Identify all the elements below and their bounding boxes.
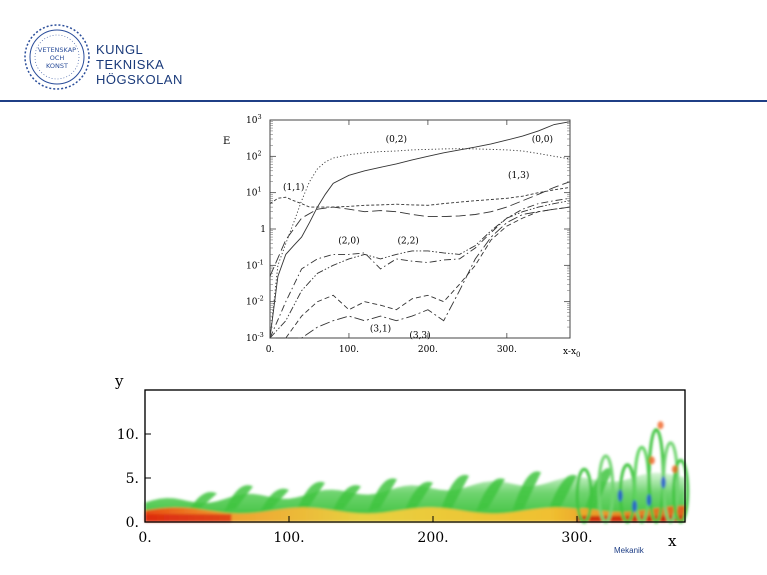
energy-chart: 0. 100. 200. 300. 103 102 101 1 10-1 10-2 10-3 (0,… <box>205 108 590 370</box>
series-annotation: (0,0) <box>532 134 553 145</box>
series-line-22 <box>269 200 571 339</box>
energy-ytick-label: 1 <box>260 225 266 235</box>
series-line-20 <box>269 197 571 339</box>
energy-xtick-label: 300. <box>497 345 517 355</box>
seal-text-3: KONST <box>46 62 68 70</box>
energy-xtick-label: 200. <box>418 345 438 355</box>
near-wall-layer <box>145 505 685 522</box>
vortex-core <box>617 489 623 502</box>
seal-text-2: OCH <box>50 54 65 62</box>
series-annotation: (3,3) <box>409 330 430 341</box>
vortex-billow <box>404 481 433 512</box>
contour-ytick-label: 5. <box>126 471 139 487</box>
energy-ytick-label: 102 <box>246 149 262 162</box>
vortex-billow <box>296 481 325 512</box>
contour-ytick-label: 0. <box>126 515 139 531</box>
series-annotation: (2,2) <box>397 235 418 246</box>
institution-name: KUNGL TEKNISKA HÖGSKOLAN <box>96 42 183 87</box>
contour-ylabel: y <box>114 372 124 390</box>
contour-ytick-label: 10. <box>117 427 139 443</box>
series-line-33 <box>270 206 571 339</box>
vortex-billow <box>440 474 469 512</box>
vortex-billow <box>188 491 217 512</box>
vortex-billow <box>332 485 361 512</box>
seal-icon: VETENSKAP OCH KONST <box>24 24 90 90</box>
vortex-billow <box>512 471 541 512</box>
energy-xtick-label: 0. <box>266 345 275 355</box>
vortex-billow <box>224 485 253 512</box>
series-annotation: (1,1) <box>283 182 304 193</box>
energy-xtick-label: 100. <box>339 345 359 355</box>
vortex-billow <box>368 478 397 512</box>
contour-xtick-label: 200. <box>417 530 448 546</box>
contour-chart-svg: 0. 100. 200. 300. 0. 5. 10. y x <box>114 372 690 550</box>
contour-xtick-label: 300. <box>561 530 592 546</box>
header-rule <box>0 100 767 102</box>
vortex-billow <box>548 474 577 512</box>
series-annotation: (2,0) <box>338 235 359 246</box>
series-line-00 <box>269 121 571 339</box>
contour-xlabel: x <box>668 532 677 550</box>
series-annotation: (1,3) <box>508 170 529 181</box>
series-annotation: (3,1) <box>370 324 391 335</box>
vortex-billow <box>476 478 505 512</box>
institution-line-3: HÖGSKOLAN <box>96 72 183 87</box>
contour-xtick-label: 100. <box>273 530 304 546</box>
energy-ytick-label: 103 <box>246 113 262 126</box>
energy-ytick-label: 10-2 <box>246 295 264 308</box>
series-line-02 <box>269 148 571 339</box>
vortex-core <box>646 494 652 506</box>
energy-plot-frame <box>269 119 571 339</box>
wall-streak <box>145 514 232 522</box>
energy-ytick-label: 10-1 <box>246 258 264 271</box>
seal-text-1: VETENSKAP <box>38 46 76 54</box>
vortex-core <box>657 421 664 430</box>
department-label: Mekanik <box>614 546 644 555</box>
energy-xlabel: x-x0 <box>563 347 581 359</box>
series-line-31 <box>270 206 571 339</box>
contour-chart: 0. 100. 200. 300. 0. 5. 10. y x <box>95 368 695 568</box>
energy-chart-svg: 0. 100. 200. 300. 103 102 101 1 10-1 10-2 10-3 (0,… <box>223 113 581 359</box>
vortex-core <box>648 456 655 465</box>
vortex-billow <box>260 488 289 512</box>
institution-line-1: KUNGL <box>96 42 144 57</box>
vortex-core <box>660 476 666 489</box>
vortex-core <box>632 500 638 513</box>
series-line-11 <box>269 186 571 208</box>
series-annotation: (0,2) <box>386 134 407 145</box>
energy-ylabel: E <box>223 136 230 147</box>
institution-line-2: TEKNISKA <box>96 57 165 72</box>
energy-ytick-label: 10-3 <box>246 331 264 344</box>
institution-logo: VETENSKAP OCH KONST KUNGL TEKNISKA HÖGSK… <box>22 22 182 92</box>
contour-xtick-label: 0. <box>138 530 151 546</box>
series-line-13 <box>269 181 571 277</box>
energy-ytick-label: 101 <box>246 186 262 199</box>
vortex-core <box>671 465 678 474</box>
